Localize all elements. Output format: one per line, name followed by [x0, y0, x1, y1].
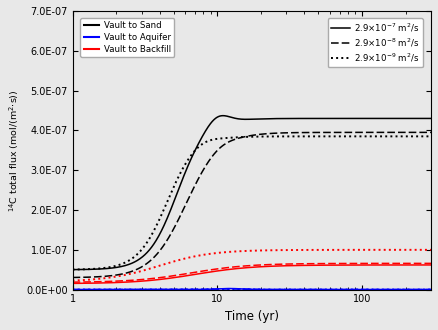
Legend: 2.9×10$^{-7}$ m$^2$/s, 2.9×10$^{-8}$ m$^2$/s, 2.9×10$^{-9}$ m$^2$/s: 2.9×10$^{-7}$ m$^2$/s, 2.9×10$^{-8}$ m$^…	[328, 18, 423, 67]
X-axis label: Time (yr): Time (yr)	[225, 310, 279, 323]
Y-axis label: $^{14}$C total flux (mol/(m$^{2}{\cdot}$s)): $^{14}$C total flux (mol/(m$^{2}{\cdot}$…	[7, 89, 21, 212]
